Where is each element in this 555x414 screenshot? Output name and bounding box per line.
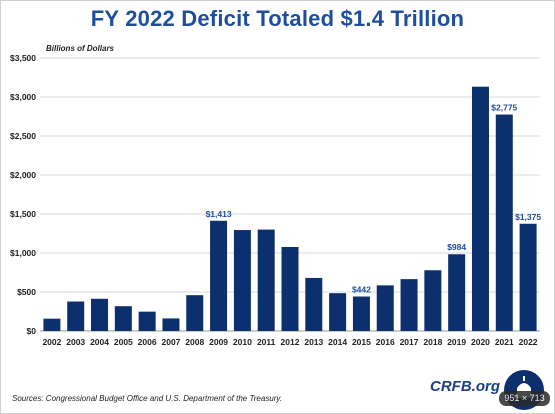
bar-2011 (257, 229, 275, 331)
x-tick-label: 2015 (352, 337, 371, 347)
x-tick-label: 2012 (281, 337, 300, 347)
bar-2014 (329, 293, 347, 331)
bar-2013 (305, 277, 323, 331)
y-tick-label: $3,500 (10, 53, 36, 63)
x-tick-label: 2006 (138, 337, 157, 347)
bar-2002 (43, 318, 61, 331)
x-tick-label: 2013 (304, 337, 323, 347)
bar-2009 (210, 220, 228, 331)
x-tick-label: 2004 (90, 337, 109, 347)
y-tick-label: $0 (27, 326, 37, 336)
y-tick-label: $1,000 (10, 248, 36, 258)
bar-2017 (400, 279, 418, 331)
x-tick-label: 2020 (471, 337, 490, 347)
bar-2008 (186, 295, 204, 331)
x-tick-label: 2017 (400, 337, 419, 347)
x-tick-label: 2002 (42, 337, 61, 347)
data-label-2022: $1,375 (515, 212, 541, 222)
bar-2012 (281, 246, 299, 331)
image-size-badge: 951 × 713 (499, 391, 550, 406)
bar-2018 (424, 270, 442, 331)
data-label-2019: $984 (447, 242, 466, 252)
bar-2015 (352, 296, 370, 331)
x-tick-label: 2021 (495, 337, 514, 347)
x-tick-label: 2011 (257, 337, 276, 347)
bar-2020 (471, 86, 489, 331)
x-tick-label: 2007 (161, 337, 180, 347)
data-label-2015: $442 (352, 285, 371, 295)
brand-label[interactable]: CRFB.org (430, 378, 500, 395)
bar-2004 (91, 298, 109, 331)
source-note: Sources: Congressional Budget Office and… (12, 394, 283, 403)
bar-2016 (376, 285, 394, 331)
x-tick-label: 2019 (447, 337, 466, 347)
bar-2007 (162, 318, 180, 331)
bar-2022 (519, 223, 537, 331)
y-tick-label: $2,500 (10, 131, 36, 141)
y-tick-label: $500 (17, 287, 36, 297)
x-tick-label: 2014 (328, 337, 347, 347)
x-tick-label: 2022 (519, 337, 538, 347)
data-label-2021: $2,775 (491, 103, 517, 113)
bar-2010 (233, 230, 251, 331)
bar-2006 (138, 311, 156, 331)
x-tick-label: 2016 (376, 337, 395, 347)
y-tick-label: $3,000 (10, 92, 36, 102)
x-tick-label: 2008 (185, 337, 204, 347)
bar-2003 (67, 301, 85, 331)
chart-title: FY 2022 Deficit Totaled $1.4 Trillion (90, 6, 465, 31)
x-tick-label: 2018 (423, 337, 442, 347)
x-tick-label: 2009 (209, 337, 228, 347)
y-tick-label: $1,500 (10, 209, 36, 219)
x-tick-label: 2010 (233, 337, 252, 347)
bar-2005 (114, 306, 132, 331)
x-tick-label: 2005 (114, 337, 133, 347)
y-axis-label: Billions of Dollars (46, 44, 115, 53)
y-tick-label: $2,000 (10, 170, 36, 180)
data-label-2009: $1,413 (206, 209, 232, 219)
bar-2021 (495, 114, 513, 331)
bar-2019 (448, 254, 466, 331)
x-tick-label: 2003 (66, 337, 85, 347)
